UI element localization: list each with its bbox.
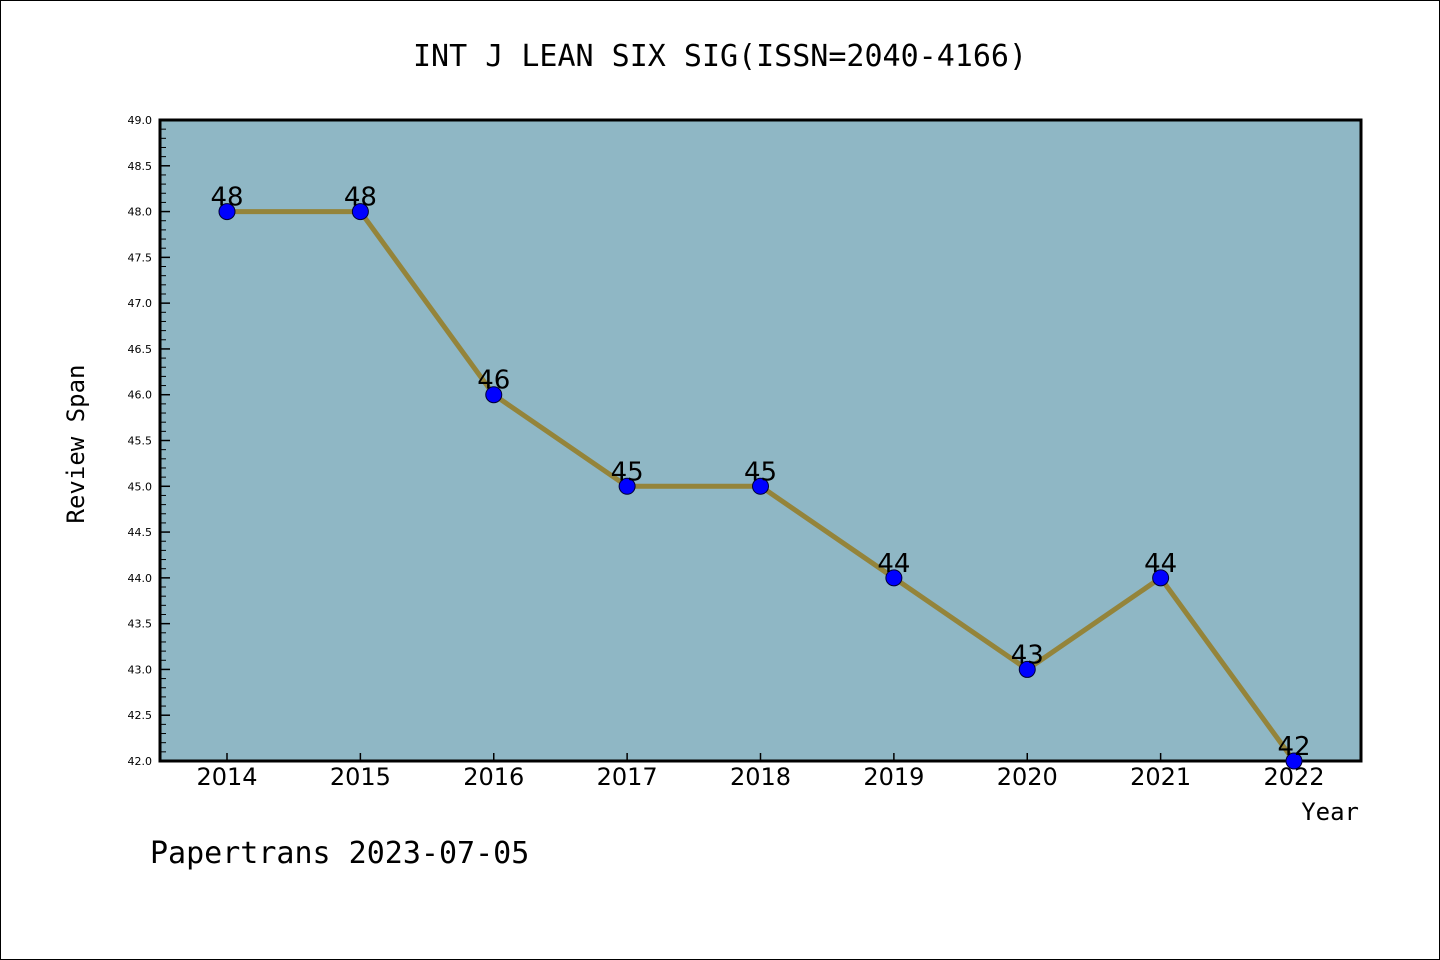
x-tick-label: 2016 (463, 763, 524, 791)
y-tick-label: 44.0 (128, 572, 153, 585)
data-point (351, 203, 369, 221)
data-label: 46 (477, 366, 510, 396)
y-tick-label: 46.5 (128, 343, 153, 356)
data-point (752, 477, 769, 495)
data-point (1152, 569, 1170, 587)
data-label: 48 (344, 183, 377, 213)
y-tick-label: 44.5 (128, 526, 153, 539)
y-tick-label: 45.5 (128, 435, 153, 448)
x-tick-label: 2017 (597, 763, 658, 791)
data-label: 48 (210, 183, 243, 213)
y-tick-label: 46.0 (128, 389, 153, 402)
data-point (1018, 660, 1036, 678)
data-label: 42 (1277, 732, 1310, 762)
data-label: 44 (877, 549, 910, 579)
y-axis: 42.0 42.5 43.0 43.5 44.0 44.5 45.0 45.5 46.0 46.5… (128, 114, 170, 768)
series-layer: 48 48 46 45 45 44 43 44 42 (210, 183, 1311, 770)
y-tick-label: 43.0 (128, 663, 153, 676)
x-tick-label: 2019 (863, 763, 924, 791)
y-tick-label: 47.0 (128, 297, 153, 310)
x-tick-label: 2018 (730, 763, 791, 791)
y-tick-label: 45.0 (128, 480, 153, 493)
data-point (218, 203, 236, 221)
y-tick-label: 49.0 (128, 114, 153, 127)
data-label: 45 (744, 457, 777, 487)
y-axis-label: Review Span (62, 365, 90, 524)
x-tick-label: 2014 (196, 763, 257, 791)
watermark-text: Papertrans 2023-07-05 (150, 836, 529, 871)
x-tick-label: 2021 (1130, 763, 1191, 791)
x-axis-label: Year (1301, 798, 1359, 826)
data-point (885, 569, 903, 587)
data-label: 44 (1144, 549, 1177, 579)
y-tick-label: 43.5 (128, 618, 153, 631)
x-tick-label: 2020 (997, 763, 1058, 791)
data-point (1285, 752, 1303, 770)
chart-title: INT J LEAN SIX SIG(ISSN=2040-4166) (413, 39, 1027, 74)
y-tick-label: 48.0 (128, 206, 153, 219)
x-tick-label: 2015 (330, 763, 391, 791)
data-point (618, 477, 636, 495)
data-label: 43 (1011, 640, 1044, 670)
data-point (485, 386, 503, 404)
data-label: 45 (611, 457, 644, 487)
plot-area (158, 118, 1363, 763)
y-tick-label: 47.5 (128, 251, 153, 264)
y-tick-label: 48.5 (128, 160, 153, 173)
y-tick-label: 42.5 (128, 709, 153, 722)
y-tick-label: 42.0 (128, 755, 153, 768)
